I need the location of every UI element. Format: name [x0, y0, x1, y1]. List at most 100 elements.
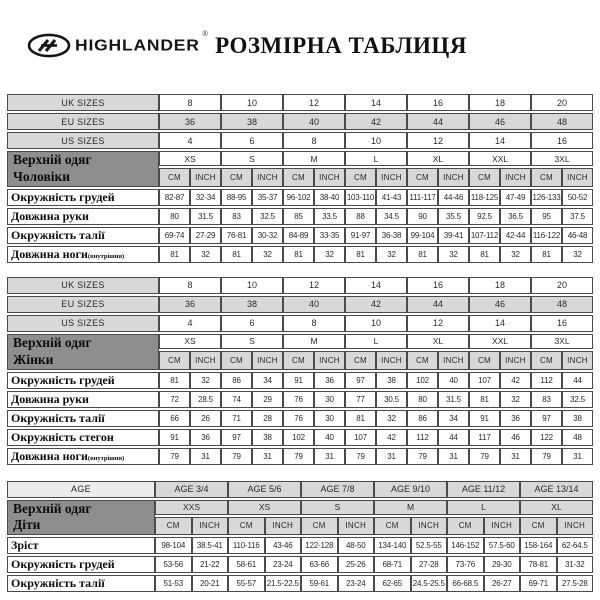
measure-value-cell: 32	[438, 245, 469, 263]
unit-header-cell: CM	[345, 350, 376, 370]
measure-value-cell: 39-41	[438, 226, 469, 244]
unit-header-cell: CM	[374, 516, 411, 536]
measure-value-cell: 46-48	[562, 226, 593, 244]
region-size-cell: 16	[531, 132, 593, 149]
measure-value-cell: 126-133	[531, 188, 562, 206]
measure-value-cell: 66-68.5	[447, 575, 484, 593]
measure-value-cell: 31.5	[438, 390, 469, 408]
measure-value-cell: 91	[159, 428, 190, 446]
measure-value-cell: 88-95	[221, 188, 252, 206]
unit-header-cell: INCH	[376, 350, 407, 370]
region-size-cell: 14	[345, 276, 407, 294]
unit-header-cell: INCH	[562, 350, 593, 370]
measure-value-cell: 73-76	[447, 556, 484, 574]
unit-header-cell: INCH	[556, 516, 593, 536]
size-name-cell: M	[283, 151, 345, 167]
size-name-cell: S	[301, 499, 374, 515]
unit-header-cell: CM	[531, 168, 562, 187]
measure-value-cell: 81	[159, 371, 190, 389]
measure-value-cell: 29	[252, 390, 283, 408]
size-table-men: UK SIZES 8 10 12 14 16 18 20 EU SIZES 36 38 40 42 44 4…	[7, 92, 593, 265]
measure-value-cell: 36	[314, 371, 345, 389]
measure-value-cell: 38	[376, 371, 407, 389]
region-size-cell: 46	[469, 295, 531, 313]
measure-label-cell: Окружність талії	[7, 575, 155, 593]
unit-header-cell: INCH	[500, 168, 531, 187]
measure-value-cell: 46	[500, 428, 531, 446]
measure-value-cell: 47-49	[500, 188, 531, 206]
region-size-cell: 8	[159, 94, 221, 111]
registered-trademark: ®	[202, 31, 208, 38]
measure-value-cell: 92.5	[469, 207, 500, 225]
measure-value-cell: 42-44	[500, 226, 531, 244]
measure-value-cell: 57.5-60	[483, 537, 520, 555]
group-header-line: Жінки	[13, 351, 54, 367]
measure-value-cell: 27.5-28	[556, 575, 593, 593]
group-header-line: Чоловіки	[13, 168, 71, 184]
group-header-cell: Верхній одяг Діти	[7, 499, 155, 536]
measure-label-sub: (внутрішня)	[87, 252, 125, 260]
unit-header-cell: CM	[283, 350, 314, 370]
measure-value-cell: 96-102	[283, 188, 314, 206]
measure-value-cell: 98-104	[155, 537, 192, 555]
measure-value-cell: 32.5	[252, 207, 283, 225]
region-size-cell: 44	[407, 113, 469, 130]
size-name-cell: S	[221, 333, 283, 349]
measure-value-cell: 83	[531, 390, 562, 408]
age-value-cell: AGE 11/12	[447, 480, 520, 498]
measure-value-cell: 44	[562, 371, 593, 389]
measure-value-cell: 76	[283, 409, 314, 427]
measure-value-cell: 48-50	[337, 537, 374, 555]
measure-value-cell: 30	[314, 390, 345, 408]
measure-value-cell: 53-56	[155, 556, 192, 574]
age-value-cell: AGE 13/14	[520, 480, 593, 498]
region-sizes-label: US SIZES	[7, 132, 159, 149]
region-size-cell: 14	[469, 132, 531, 149]
age-label-cell: AGE	[7, 480, 155, 498]
measure-value-cell: 117	[469, 428, 500, 446]
size-name-cell: M	[374, 499, 447, 515]
measure-label-cell: Довжина руки	[7, 207, 159, 225]
measure-label-cell: Зріст	[7, 537, 155, 555]
measure-value-cell: 69-74	[159, 226, 190, 244]
measure-value-cell: 55-57	[228, 575, 265, 593]
unit-header-cell: CM	[159, 168, 190, 187]
measure-value-cell: 71	[221, 409, 252, 427]
unit-header-cell: CM	[407, 168, 438, 187]
measure-value-cell: 36-38	[376, 226, 407, 244]
region-size-cell: 14	[345, 94, 407, 111]
measure-value-cell: 32	[376, 409, 407, 427]
measure-value-cell: 74	[221, 390, 252, 408]
region-size-cell: 12	[407, 314, 469, 332]
region-size-cell: 6	[221, 132, 283, 149]
measure-value-cell: 86	[407, 409, 438, 427]
measure-value-cell: 31.5	[190, 207, 221, 225]
measure-value-cell: 66	[159, 409, 190, 427]
measure-value-cell: 23-24	[264, 556, 301, 574]
measure-value-cell: 86	[221, 371, 252, 389]
region-size-cell: 40	[283, 113, 345, 130]
measure-value-cell: 81	[531, 245, 562, 263]
measure-value-cell: 31	[438, 447, 469, 465]
measure-value-cell: 32	[190, 371, 221, 389]
unit-header-cell: CM	[283, 168, 314, 187]
measure-value-cell: 79	[345, 447, 376, 465]
measure-value-cell: 63-66	[301, 556, 338, 574]
measure-value-cell: 80	[159, 207, 190, 225]
region-size-cell: 10	[345, 132, 407, 149]
region-size-cell: 38	[221, 113, 283, 130]
size-name-cell: XXL	[469, 333, 531, 349]
unit-header-cell: INCH	[252, 168, 283, 187]
region-size-cell: 12	[283, 94, 345, 111]
measure-value-cell: 24.5-25.5	[410, 575, 447, 593]
unit-header-cell: INCH	[191, 516, 228, 536]
measure-value-cell: 31	[562, 447, 593, 465]
region-size-cell: 18	[469, 276, 531, 294]
measure-value-cell: 32	[562, 245, 593, 263]
measure-value-cell: 102	[283, 428, 314, 446]
region-size-cell: 18	[469, 94, 531, 111]
measure-value-cell: 80	[407, 390, 438, 408]
measure-value-cell: 79	[159, 447, 190, 465]
measure-value-cell: 52.5-55	[410, 537, 447, 555]
measure-value-cell: 32	[500, 245, 531, 263]
